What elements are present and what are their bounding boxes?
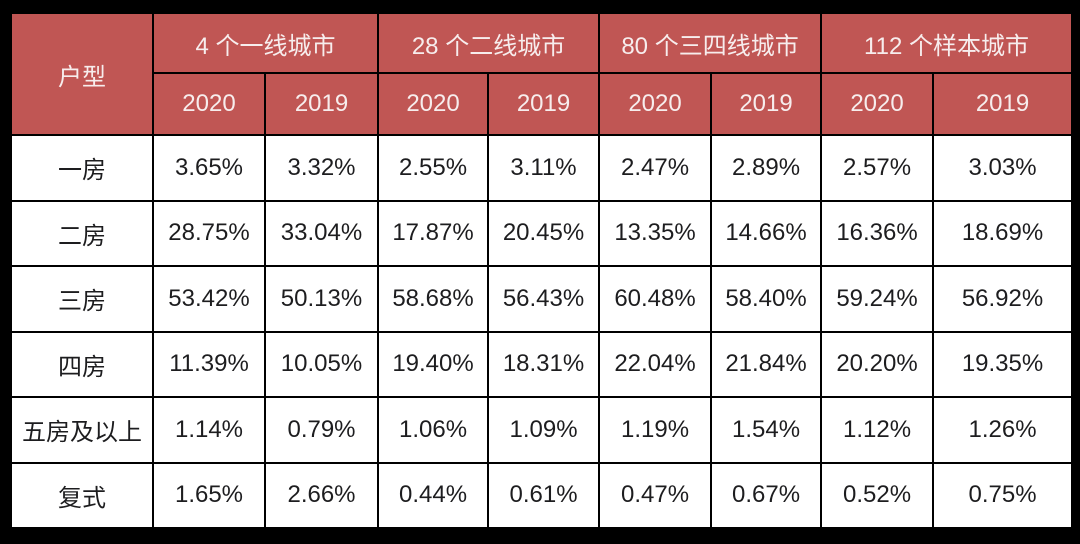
group-header-tier1-cities: 4 个一线城市 <box>151 12 380 74</box>
cell: 53.42% <box>152 265 266 333</box>
table-row-two-bedroom: 二房 28.75% 33.04% 17.87% 20.45% 13.35% 14… <box>10 199 1074 267</box>
group-header-tier2-cities: 28 个二线城市 <box>377 12 601 74</box>
cell: 1.12% <box>820 396 935 464</box>
cell: 58.40% <box>710 265 823 333</box>
housing-type-share-table: 户型 4 个一线城市 28 个二线城市 80 个三四线城市 112 个样本城市 … <box>10 12 1074 529</box>
cell: 0.52% <box>820 461 935 529</box>
cell: 19.40% <box>377 330 490 398</box>
year-header-tier2-2019: 2019 <box>487 72 601 136</box>
cell: 17.87% <box>377 199 490 267</box>
cell: 11.39% <box>152 330 266 398</box>
row-label: 四房 <box>10 330 154 398</box>
year-header-tier34-2020: 2020 <box>598 72 713 136</box>
table-row-four-bedroom: 四房 11.39% 10.05% 19.40% 18.31% 22.04% 21… <box>10 330 1074 398</box>
cell: 56.92% <box>932 265 1074 333</box>
cell: 22.04% <box>598 330 713 398</box>
cell: 1.26% <box>932 396 1074 464</box>
cell: 2.89% <box>710 134 823 202</box>
cell: 0.75% <box>932 461 1074 529</box>
table-row-duplex: 复式 1.65% 2.66% 0.44% 0.61% 0.47% 0.67% 0… <box>10 461 1074 529</box>
cell: 3.65% <box>152 134 266 202</box>
cell: 2.55% <box>377 134 490 202</box>
group-header-tier34-cities: 80 个三四线城市 <box>598 12 823 74</box>
cell: 0.79% <box>263 396 380 464</box>
year-header-sample-2019: 2019 <box>932 72 1074 136</box>
cell: 60.48% <box>598 265 713 333</box>
row-label: 一房 <box>10 134 154 202</box>
year-header-tier1-2020: 2020 <box>152 72 266 136</box>
cell: 3.11% <box>487 134 601 202</box>
year-header-row: 2020 2019 2020 2019 2020 2019 2020 2019 <box>11 72 1074 136</box>
row-label: 二房 <box>10 199 154 267</box>
cell: 1.09% <box>487 396 601 464</box>
corner-header-hu-xing: 户型 <box>10 12 154 136</box>
cell: 3.03% <box>932 134 1074 202</box>
cell: 28.75% <box>152 199 266 267</box>
cell: 18.31% <box>487 330 601 398</box>
cell: 14.66% <box>710 199 823 267</box>
year-header-sample-2020: 2020 <box>820 72 935 136</box>
row-label: 五房及以上 <box>10 396 154 464</box>
group-header-row: 户型 4 个一线城市 28 个二线城市 80 个三四线城市 112 个样本城市 <box>10 12 1074 136</box>
cell: 20.20% <box>820 330 935 398</box>
cell: 2.57% <box>820 134 935 202</box>
cell: 21.84% <box>710 330 823 398</box>
cell: 1.54% <box>710 396 823 464</box>
cell: 13.35% <box>598 199 713 267</box>
table-row-one-bedroom: 一房 3.65% 3.32% 2.55% 3.11% 2.47% 2.89% 2… <box>10 134 1074 202</box>
year-header-tier34-2019: 2019 <box>710 72 823 136</box>
year-header-tier2-2020: 2020 <box>377 72 490 136</box>
row-label: 复式 <box>10 461 154 529</box>
cell: 0.67% <box>710 461 823 529</box>
cell: 3.32% <box>263 134 380 202</box>
cell: 2.66% <box>263 461 380 529</box>
year-header-tier1-2019: 2019 <box>263 72 380 136</box>
cell: 10.05% <box>263 330 380 398</box>
cell: 50.13% <box>263 265 380 333</box>
cell: 16.36% <box>820 199 935 267</box>
cell: 33.04% <box>263 199 380 267</box>
table-row-three-bedroom: 三房 53.42% 50.13% 58.68% 56.43% 60.48% 58… <box>10 265 1074 333</box>
cell: 58.68% <box>377 265 490 333</box>
cell: 56.43% <box>487 265 601 333</box>
cell: 0.61% <box>487 461 601 529</box>
cell: 1.65% <box>152 461 266 529</box>
cell: 1.19% <box>598 396 713 464</box>
cell: 2.47% <box>598 134 713 202</box>
cell: 18.69% <box>932 199 1074 267</box>
cell: 19.35% <box>932 330 1074 398</box>
cell: 1.14% <box>152 396 266 464</box>
cell: 1.06% <box>377 396 490 464</box>
group-header-sample-cities: 112 个样本城市 <box>820 12 1074 74</box>
table-row-five-bedroom-plus: 五房及以上 1.14% 0.79% 1.06% 1.09% 1.19% 1.54… <box>10 396 1074 464</box>
cell: 59.24% <box>820 265 935 333</box>
row-label: 三房 <box>10 265 154 333</box>
cell: 0.47% <box>598 461 713 529</box>
cell: 20.45% <box>487 199 601 267</box>
cell: 0.44% <box>377 461 490 529</box>
